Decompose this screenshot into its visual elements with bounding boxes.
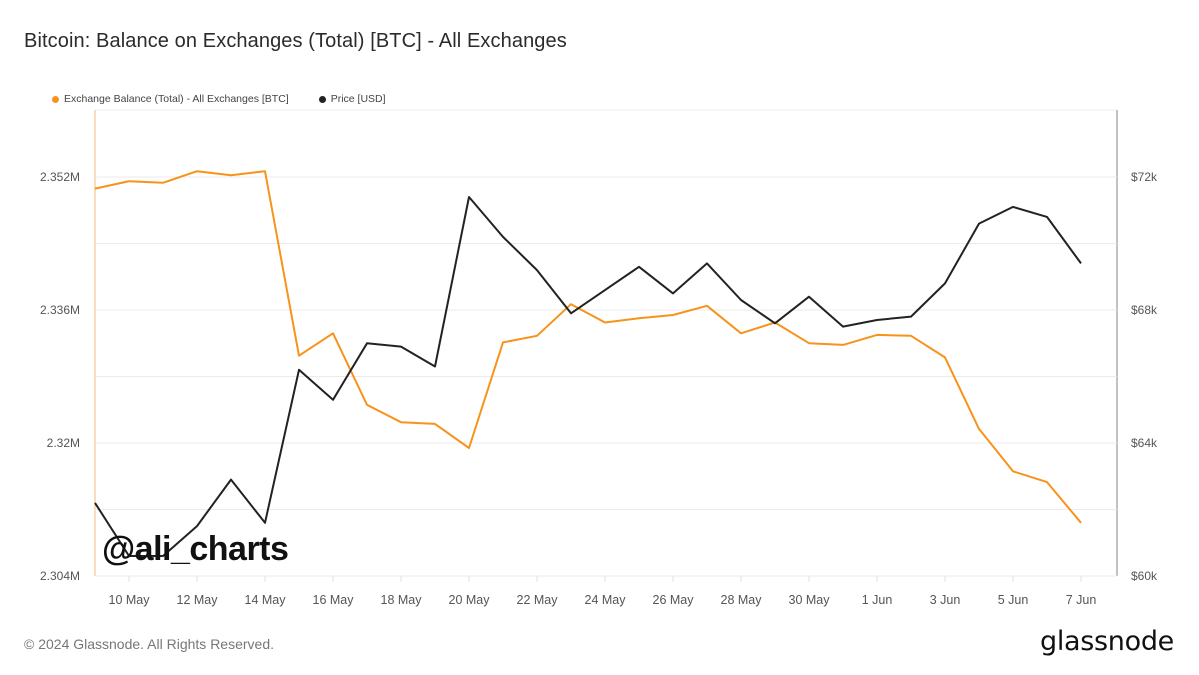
exchange-balance-line bbox=[94, 170, 1082, 524]
x-tick-label: 28 May bbox=[721, 593, 763, 607]
chart-legend: Exchange Balance (Total) - All Exchanges… bbox=[52, 93, 386, 105]
y-left-tick-label: 2.32M bbox=[47, 436, 80, 450]
x-tick-label: 12 May bbox=[177, 593, 219, 607]
orange-dot-icon bbox=[52, 95, 59, 103]
y-right-tick-label: $68k bbox=[1131, 303, 1158, 317]
y-right-tick-label: $64k bbox=[1131, 436, 1158, 450]
y-left-tick-label: 2.352M bbox=[40, 170, 80, 184]
y-axis-right: $72k $68k $64k $60k bbox=[1131, 170, 1158, 583]
y-left-tick-label: 2.336M bbox=[40, 303, 80, 317]
gridlines bbox=[94, 109, 1118, 577]
glassnode-logo: glassnode bbox=[1039, 626, 1174, 657]
x-tick-label: 22 May bbox=[517, 593, 559, 607]
x-tick-label: 14 May bbox=[245, 593, 287, 607]
y-axis-left: 2.352M 2.336M 2.32M 2.304M bbox=[40, 170, 80, 583]
x-tick-label: 7 Jun bbox=[1066, 593, 1097, 607]
y-right-tick-label: $60k bbox=[1131, 569, 1158, 583]
legend-label: Exchange Balance (Total) - All Exchanges… bbox=[64, 93, 289, 105]
x-tick-label: 10 May bbox=[109, 593, 151, 607]
x-tick-label: 18 May bbox=[381, 593, 423, 607]
x-tick-label: 30 May bbox=[789, 593, 831, 607]
watermark: @ali_charts bbox=[102, 530, 289, 568]
copyright-footer: © 2024 Glassnode. All Rights Reserved. bbox=[24, 636, 275, 652]
x-axis: 10 May 12 May 14 May 16 May 18 May 20 May 22 M… bbox=[109, 576, 1097, 607]
legend-label: Price [USD] bbox=[330, 93, 386, 105]
x-tick-label: 24 May bbox=[585, 593, 627, 607]
x-tick-label: 16 May bbox=[313, 593, 355, 607]
x-tick-label: 3 Jun bbox=[930, 593, 961, 607]
black-dot-icon bbox=[318, 95, 326, 103]
legend-item-exchange-balance[interactable]: Exchange Balance (Total) - All Exchanges… bbox=[52, 93, 289, 105]
chart-title: Bitcoin: Balance on Exchanges (Total) [B… bbox=[24, 30, 567, 52]
price-line bbox=[94, 196, 1082, 557]
x-tick-label: 26 May bbox=[653, 593, 695, 607]
x-tick-label: 20 May bbox=[449, 593, 491, 607]
legend-item-price[interactable]: Price [USD] bbox=[318, 93, 386, 105]
y-left-tick-label: 2.304M bbox=[40, 569, 80, 583]
y-right-tick-label: $72k bbox=[1131, 170, 1158, 184]
x-tick-label: 1 Jun bbox=[862, 593, 893, 607]
x-tick-label: 5 Jun bbox=[998, 593, 1029, 607]
